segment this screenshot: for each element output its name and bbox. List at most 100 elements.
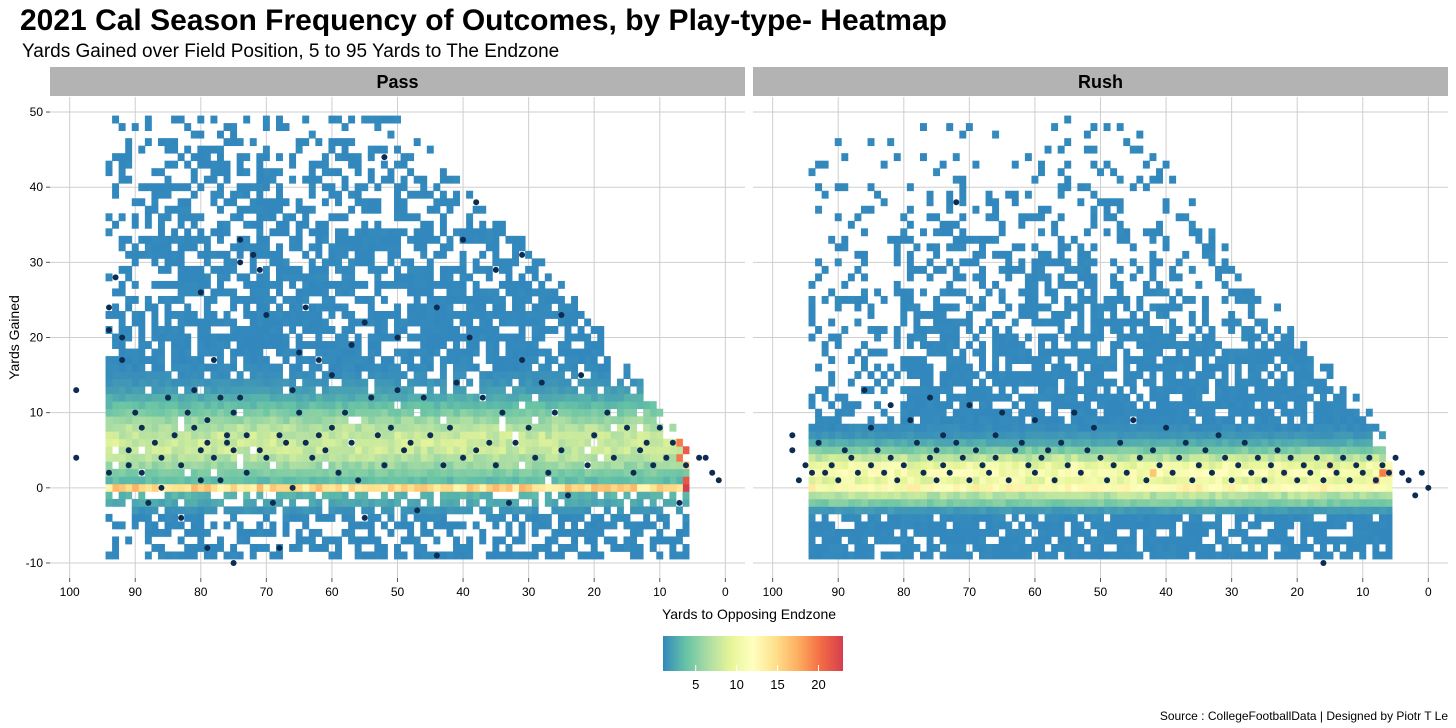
heat-cell <box>564 348 572 357</box>
heat-cell <box>184 498 192 507</box>
heat-cell <box>505 551 513 560</box>
heat-cell <box>1247 356 1255 365</box>
heat-cell <box>1116 491 1124 500</box>
heat-cell <box>151 250 159 259</box>
heat-cell <box>302 205 310 214</box>
heat-cell <box>551 378 559 387</box>
heat-cell <box>1287 446 1295 455</box>
heat-cell <box>164 145 172 154</box>
heat-cell <box>1254 536 1262 545</box>
heat-cell <box>223 416 231 425</box>
heat-cell <box>249 280 257 289</box>
data-point <box>138 469 145 476</box>
heat-cell <box>998 371 1006 380</box>
heat-cell <box>374 468 382 477</box>
heat-cell <box>466 348 474 357</box>
heat-cell <box>171 333 179 342</box>
heat-cell <box>262 273 270 282</box>
heat-cell <box>1182 356 1190 365</box>
heat-cell <box>1195 386 1203 395</box>
heat-cell <box>171 446 179 455</box>
heat-cell <box>1077 401 1085 410</box>
heat-cell <box>1169 265 1177 274</box>
heat-cell <box>453 483 460 492</box>
heat-cell <box>315 175 323 184</box>
heat-cell <box>197 341 205 349</box>
heat-cell <box>1306 356 1314 365</box>
heat-cell <box>354 153 362 162</box>
heat-cell <box>459 288 467 297</box>
heat-cell <box>459 318 467 327</box>
heat-cell <box>525 453 533 462</box>
heat-cell <box>446 506 454 515</box>
heat-cell <box>557 363 565 372</box>
heat-cell <box>157 228 165 237</box>
heat-cell <box>571 506 579 515</box>
heat-cell <box>1057 423 1065 432</box>
heat-cell <box>112 153 120 162</box>
heat-cell <box>636 491 644 500</box>
heat-cell <box>603 453 611 462</box>
heat-cell <box>1097 326 1104 334</box>
heat-cell <box>151 446 159 455</box>
data-point <box>184 409 191 416</box>
heat-cell <box>177 250 185 259</box>
heat-cell <box>669 476 677 485</box>
heat-cell <box>1024 393 1032 402</box>
heat-cell <box>1018 416 1026 425</box>
heat-cell <box>144 115 152 124</box>
heat-cell <box>538 423 546 432</box>
heat-cell <box>262 318 270 327</box>
heat-cell <box>407 265 415 274</box>
heat-cell <box>1057 416 1065 425</box>
heat-cell <box>649 506 657 515</box>
heat-cell <box>190 213 198 222</box>
heat-cell <box>125 393 133 402</box>
data-point <box>558 447 565 454</box>
heat-cell <box>564 438 572 447</box>
heat-cell <box>341 145 349 154</box>
heat-cell <box>505 265 513 274</box>
heat-cell <box>1103 483 1111 492</box>
heat-cell <box>328 551 336 560</box>
heat-cell <box>203 295 211 304</box>
heat-cell <box>1090 341 1098 349</box>
heat-cell <box>177 438 185 447</box>
heat-cell <box>1274 416 1282 425</box>
heat-cell <box>1274 513 1282 522</box>
heat-cell <box>295 491 303 500</box>
heat-cell <box>643 521 651 530</box>
heat-cell <box>131 220 139 229</box>
heat-cell <box>1274 453 1282 462</box>
heat-cell <box>446 326 454 334</box>
heat-cell <box>1005 483 1013 492</box>
heat-cell <box>144 551 152 560</box>
heat-cell <box>1018 303 1026 312</box>
heat-cell <box>426 341 434 349</box>
heat-cell <box>1064 498 1072 507</box>
heat-cell <box>571 318 579 327</box>
heat-cell <box>177 153 185 162</box>
heat-cell <box>1319 491 1327 500</box>
heat-cell <box>472 228 480 237</box>
heat-cell <box>1228 551 1236 560</box>
heat-cell <box>1142 310 1150 319</box>
heat-cell <box>1116 543 1124 552</box>
data-point <box>623 424 630 431</box>
heat-cell <box>230 551 238 560</box>
heat-cell <box>1057 536 1065 545</box>
heat-cell <box>1129 310 1137 319</box>
heat-cell <box>236 551 244 560</box>
heat-cell <box>649 446 657 455</box>
heat-cell <box>1116 386 1124 395</box>
heat-cell <box>184 513 192 522</box>
heat-cell <box>164 476 172 485</box>
heat-cell <box>1129 401 1137 410</box>
heat-cell <box>426 491 434 500</box>
heat-cell <box>269 250 277 259</box>
heat-cell <box>1319 423 1327 432</box>
heat-cell <box>1090 280 1098 289</box>
heat-cell <box>1110 513 1118 522</box>
heat-cell <box>518 341 526 349</box>
heat-cell <box>374 341 382 349</box>
